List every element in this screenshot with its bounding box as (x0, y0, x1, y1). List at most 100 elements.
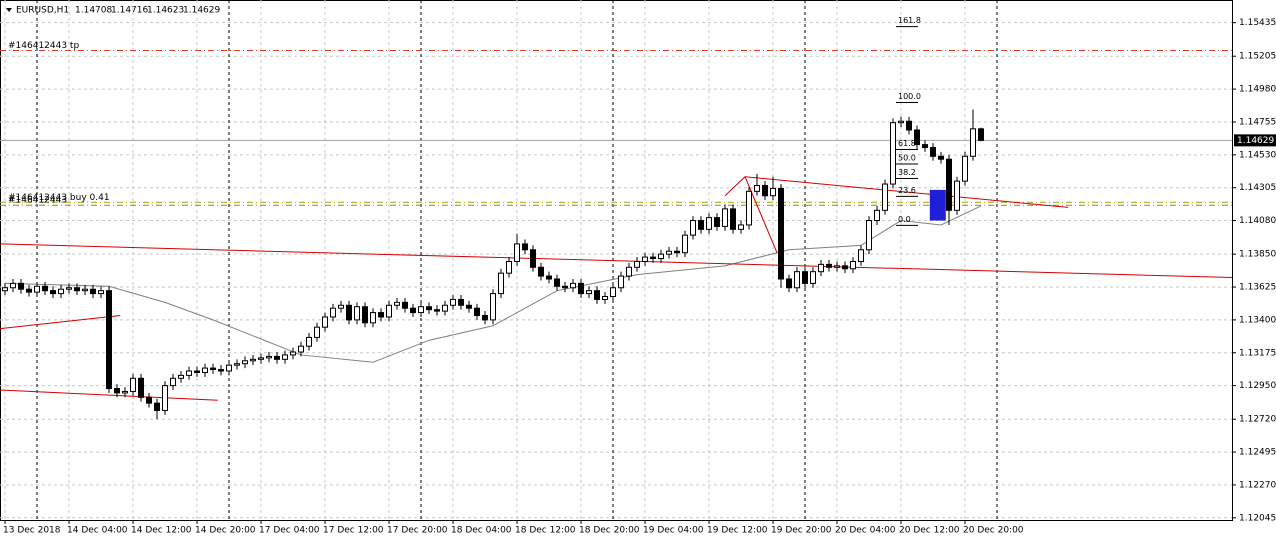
candle-body (130, 377, 136, 392)
candle-body (674, 250, 680, 254)
candle-body (754, 185, 760, 192)
x-tick-label: 19 Dec 04:00 (643, 526, 704, 536)
x-tick-label: 18 Dec 12:00 (515, 526, 576, 536)
candle-body (722, 208, 728, 227)
symbol-menu-arrow[interactable] (6, 8, 12, 12)
moving-average (4, 205, 982, 363)
candle-body (954, 180, 960, 211)
candle-body (658, 253, 664, 260)
candle-body (506, 260, 512, 274)
y-tick-label: 1.14080 (1239, 216, 1276, 226)
fibo-label: 23.6 (898, 186, 916, 195)
x-tick-label: 17 Dec 04:00 (259, 526, 320, 536)
candle-body (426, 306, 432, 311)
candle-body (770, 187, 776, 197)
candle-body (362, 306, 368, 324)
candle-body (210, 367, 216, 371)
y-tick-label: 1.13175 (1239, 348, 1276, 358)
candle-body (458, 298, 464, 306)
candle-body (330, 307, 336, 318)
candle-body (26, 288, 32, 293)
candle-body (826, 263, 832, 268)
candle-body (690, 220, 696, 236)
y-tick-label: 1.12270 (1239, 480, 1276, 490)
candle-body (618, 275, 624, 289)
candle-body (242, 360, 248, 365)
candle-body (482, 315, 488, 321)
x-tick-label: 18 Dec 04:00 (451, 526, 512, 536)
candle-body (106, 290, 112, 390)
candle-body (530, 249, 536, 268)
candle-body (642, 256, 648, 262)
order-label: #146412443 (8, 196, 67, 206)
order-label: #146412443 tp (8, 41, 79, 51)
x-tick-label: 17 Dec 20:00 (387, 526, 448, 536)
candle-body (874, 209, 880, 222)
fibo-label: 50.0 (898, 153, 916, 162)
candle-body (946, 158, 952, 211)
candle-body (82, 288, 88, 292)
candle-body (538, 266, 544, 277)
x-tick-label: 14 Dec 20:00 (195, 526, 256, 536)
last-high: 1.14716 (111, 6, 148, 16)
candle-body (586, 290, 592, 295)
candle-body (850, 260, 856, 270)
candle-body (394, 301, 400, 306)
candle-body (810, 271, 816, 284)
candle-body (298, 345, 304, 353)
candle-body (346, 304, 352, 321)
candle-body (930, 147, 936, 157)
candle-body (698, 220, 704, 230)
x-tick-label: 19 Dec 20:00 (771, 526, 832, 536)
x-tick-label: 17 Dec 12:00 (323, 526, 384, 536)
candle-body (258, 357, 264, 360)
trendline (744, 176, 1069, 208)
candle-body (882, 183, 888, 211)
y-tick-label: 1.13850 (1239, 250, 1276, 260)
candle-body (266, 355, 272, 359)
candle-body (682, 234, 688, 254)
last-low: 1.14623 (147, 6, 184, 16)
y-tick-label: 1.14980 (1239, 85, 1276, 95)
trendline (0, 315, 121, 330)
candle-body (786, 278, 792, 289)
candle-body (274, 355, 280, 360)
y-tick-label: 1.14755 (1239, 117, 1276, 127)
candle-body (970, 128, 976, 157)
candle-body (514, 243, 520, 262)
candle-body (626, 266, 632, 277)
candle-body (762, 185, 768, 197)
fibo-label: 61.8 (898, 139, 916, 148)
selection-rectangle (929, 189, 946, 221)
candle-body (194, 370, 200, 373)
candle-body (34, 285, 40, 293)
x-tick-label: 19 Dec 12:00 (707, 526, 768, 536)
candle-body (914, 129, 920, 146)
candle-body (730, 208, 736, 230)
candle-body (2, 287, 8, 292)
candle-body (634, 260, 640, 268)
candle-body (146, 396, 152, 404)
candle-body (154, 402, 160, 411)
x-tick-label: 18 Dec 20:00 (579, 526, 640, 536)
candle-body (58, 288, 64, 295)
candle-body (226, 364, 232, 372)
y-tick-label: 1.12950 (1239, 381, 1276, 391)
x-tick-label: 20 Dec 12:00 (899, 526, 960, 536)
candle-body (738, 224, 744, 230)
y-tick-label: 1.14530 (1239, 150, 1276, 160)
candle-body (418, 306, 424, 314)
x-tick-label: 13 Dec 2018 (3, 526, 61, 536)
candle-body (306, 336, 312, 347)
candle-body (842, 265, 848, 270)
candle-body (410, 307, 416, 314)
candle-body (522, 243, 528, 251)
trendline (0, 389, 218, 401)
candle-body (554, 278, 560, 287)
candle-body (74, 287, 80, 292)
x-tick-label: 14 Dec 04:00 (67, 526, 128, 536)
candle-body (162, 385, 168, 411)
candle-body (466, 304, 472, 309)
fibo-label: 100.0 (898, 92, 921, 101)
